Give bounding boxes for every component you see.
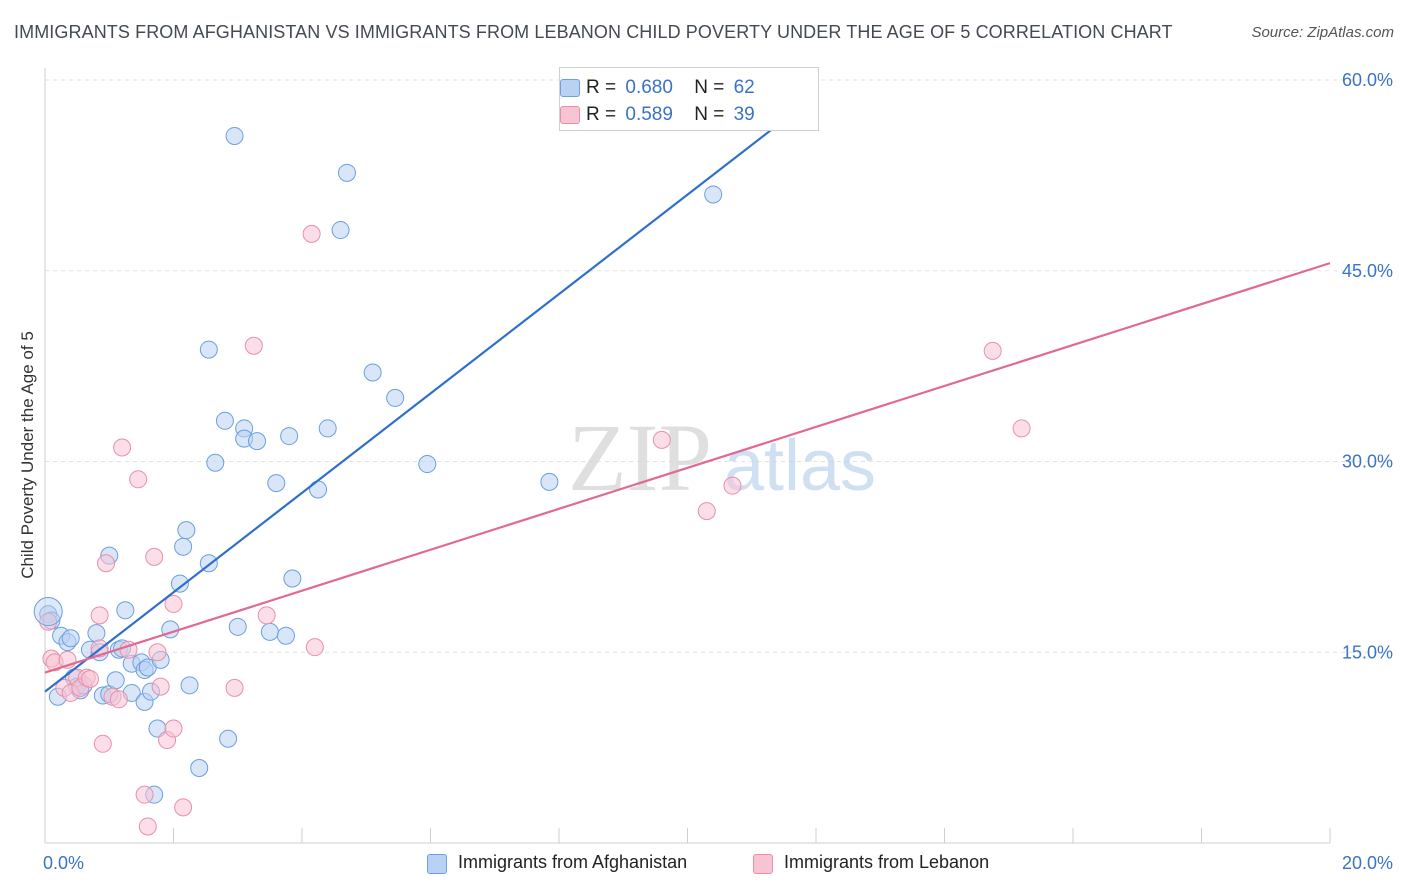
afghanistan-point [116, 601, 135, 620]
afghanistan-point [331, 221, 350, 240]
afghanistan-point [337, 163, 356, 182]
afghanistan-point [228, 617, 247, 636]
y-tick-label: 15.0% [1342, 642, 1393, 662]
lebanon-point [723, 476, 742, 495]
watermark-zip: ZIP [568, 404, 712, 511]
afghanistan-point [248, 432, 267, 451]
n-value-afghanistan: 62 [733, 77, 755, 98]
lebanon-point [145, 547, 164, 566]
series-swatch-lebanon [753, 854, 773, 874]
series-label-lebanon: Immigrants from Lebanon [784, 852, 990, 872]
lebanon-trend-line [44, 262, 1331, 674]
lebanon-point [80, 669, 99, 688]
lebanon-point [90, 606, 109, 625]
afghanistan-point [276, 626, 295, 645]
afghanistan-point [170, 574, 189, 593]
x-tick-label: 20.0% [1342, 853, 1393, 873]
n-label: N = [694, 77, 725, 98]
tick-labels: 15.0% 30.0% 45.0% 60.0% 0.0% 20.0% [43, 70, 1393, 873]
r-value-lebanon: 0.589 [625, 104, 673, 125]
afghanistan-point [225, 126, 244, 145]
legend-row-lebanon: R = 0.589 N = 39 [560, 104, 755, 126]
watermark-atlas: atlas [724, 426, 876, 506]
trend-lines [44, 94, 1331, 693]
lebanon-point [151, 677, 170, 696]
x-tick-label: 0.0% [43, 853, 84, 873]
y-axis-label-wrap: Child Poverty Under the Age of 5 [18, 331, 38, 579]
afghanistan-point [260, 622, 279, 641]
lebanon-point [1012, 419, 1031, 438]
lebanon-point [109, 690, 128, 709]
n-value-lebanon: 39 [733, 104, 755, 125]
afghanistan-point [267, 474, 286, 493]
y-tick-label: 45.0% [1342, 261, 1393, 281]
lebanon-point [93, 734, 112, 753]
series-legend: Immigrants from Afghanistan Immigrants f… [0, 852, 1406, 876]
afghanistan-point [33, 597, 63, 627]
y-tick-label: 30.0% [1342, 452, 1393, 472]
legend-swatch-afghanistan [560, 79, 580, 97]
data-points [33, 126, 1031, 836]
series-swatch-afghanistan [427, 854, 447, 874]
afghanistan-point [215, 411, 234, 430]
lebanon-point [39, 612, 58, 631]
legend-row-afghanistan: R = 0.680 N = 62 [560, 77, 755, 99]
watermark: ZIP atlas [568, 404, 876, 511]
y-axis-label: Child Poverty Under the Age of 5 [18, 331, 37, 579]
lebanon-point [305, 638, 324, 657]
r-label: R = [586, 77, 617, 98]
afghanistan-point [418, 455, 437, 474]
afghanistan-point [190, 758, 209, 777]
lebanon-point [164, 594, 183, 613]
grid-lines [45, 79, 1390, 653]
lebanon-point [244, 336, 263, 355]
lebanon-point [983, 341, 1002, 360]
chart-title: IMMIGRANTS FROM AFGHANISTAN VS IMMIGRANT… [14, 22, 1173, 42]
y-tick-label: 60.0% [1342, 70, 1393, 90]
afghanistan-point [363, 363, 382, 382]
afghanistan-point [704, 185, 723, 204]
afghanistan-trend-line [44, 94, 817, 693]
afghanistan-point [206, 453, 225, 472]
afghanistan-point [318, 419, 337, 438]
lebanon-point [148, 643, 167, 662]
afghanistan-point [87, 624, 106, 643]
afghanistan-point [177, 521, 196, 540]
axes [44, 68, 1331, 844]
afghanistan-point [180, 676, 199, 695]
lebanon-point [97, 554, 116, 573]
afghanistan-point [61, 629, 80, 648]
legend-swatch-lebanon [560, 106, 580, 124]
afghanistan-point [280, 427, 299, 446]
lebanon-point [697, 502, 716, 521]
lebanon-point [652, 430, 671, 449]
lebanon-point [164, 719, 183, 738]
correlation-legend: R = 0.680 N = 62 R = 0.589 N = 39 [559, 67, 819, 131]
lebanon-point [257, 606, 276, 625]
series-label-afghanistan: Immigrants from Afghanistan [458, 852, 688, 872]
lebanon-point [138, 817, 157, 836]
lebanon-point [135, 785, 154, 804]
source-label: Source: ZipAtlas.com [1251, 24, 1394, 41]
afghanistan-point [386, 388, 405, 407]
lebanon-point [113, 438, 132, 457]
afghanistan-point [309, 480, 328, 499]
afghanistan-point [106, 671, 125, 690]
afghanistan-point [219, 729, 238, 748]
afghanistan-point [199, 340, 218, 359]
afghanistan-point [540, 472, 559, 491]
lebanon-point [174, 798, 193, 817]
lebanon-point [225, 678, 244, 697]
afghanistan-point [283, 569, 302, 588]
r-label: R = [586, 104, 617, 125]
lebanon-point [302, 224, 321, 243]
r-value-afghanistan: 0.680 [625, 77, 673, 98]
n-label: N = [694, 104, 725, 125]
lebanon-point [129, 470, 148, 489]
afghanistan-point [174, 537, 193, 556]
